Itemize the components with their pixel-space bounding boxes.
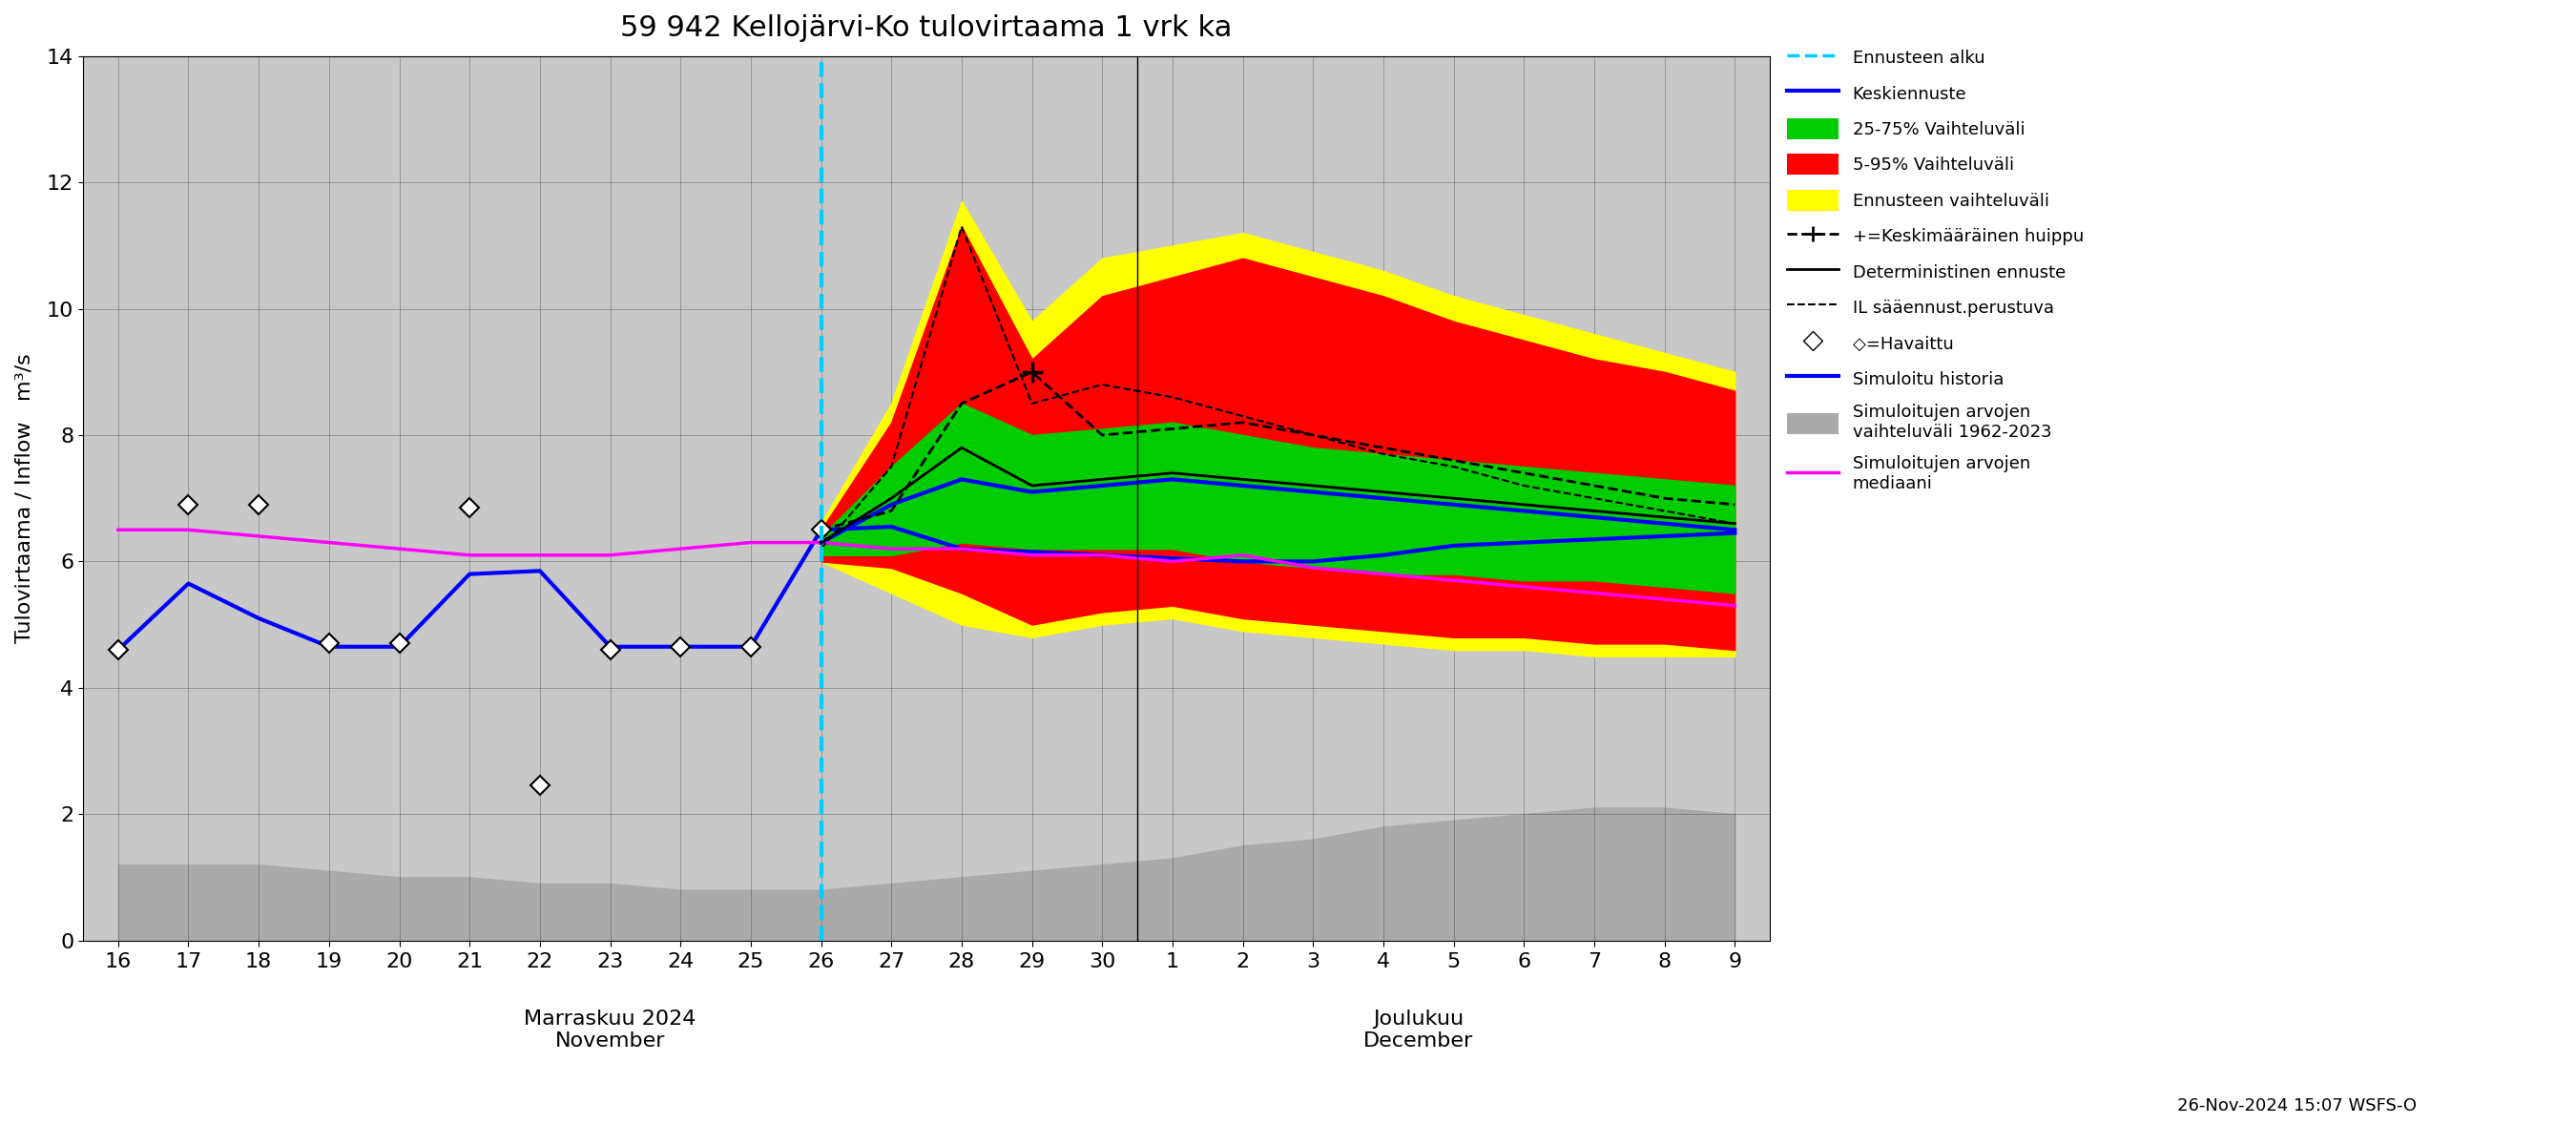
- Text: Joulukuu
December: Joulukuu December: [1363, 1010, 1473, 1051]
- Legend: Ennusteen alku, Keskiennuste, 25-75% Vaihteluväli, 5-95% Vaihteluväli, Ennusteen: Ennusteen alku, Keskiennuste, 25-75% Vai…: [1788, 47, 2084, 492]
- Text: Marraskuu 2024
November: Marraskuu 2024 November: [523, 1010, 696, 1051]
- Text: 26-Nov-2024 15:07 WSFS-O: 26-Nov-2024 15:07 WSFS-O: [2177, 1097, 2416, 1114]
- Title: 59 942 Kellojärvi-Ko tulovirtaama 1 vrk ka: 59 942 Kellojärvi-Ko tulovirtaama 1 vrk …: [621, 14, 1231, 42]
- Y-axis label: Tulovirtaama / Inflow   m³/s: Tulovirtaama / Inflow m³/s: [15, 354, 33, 643]
